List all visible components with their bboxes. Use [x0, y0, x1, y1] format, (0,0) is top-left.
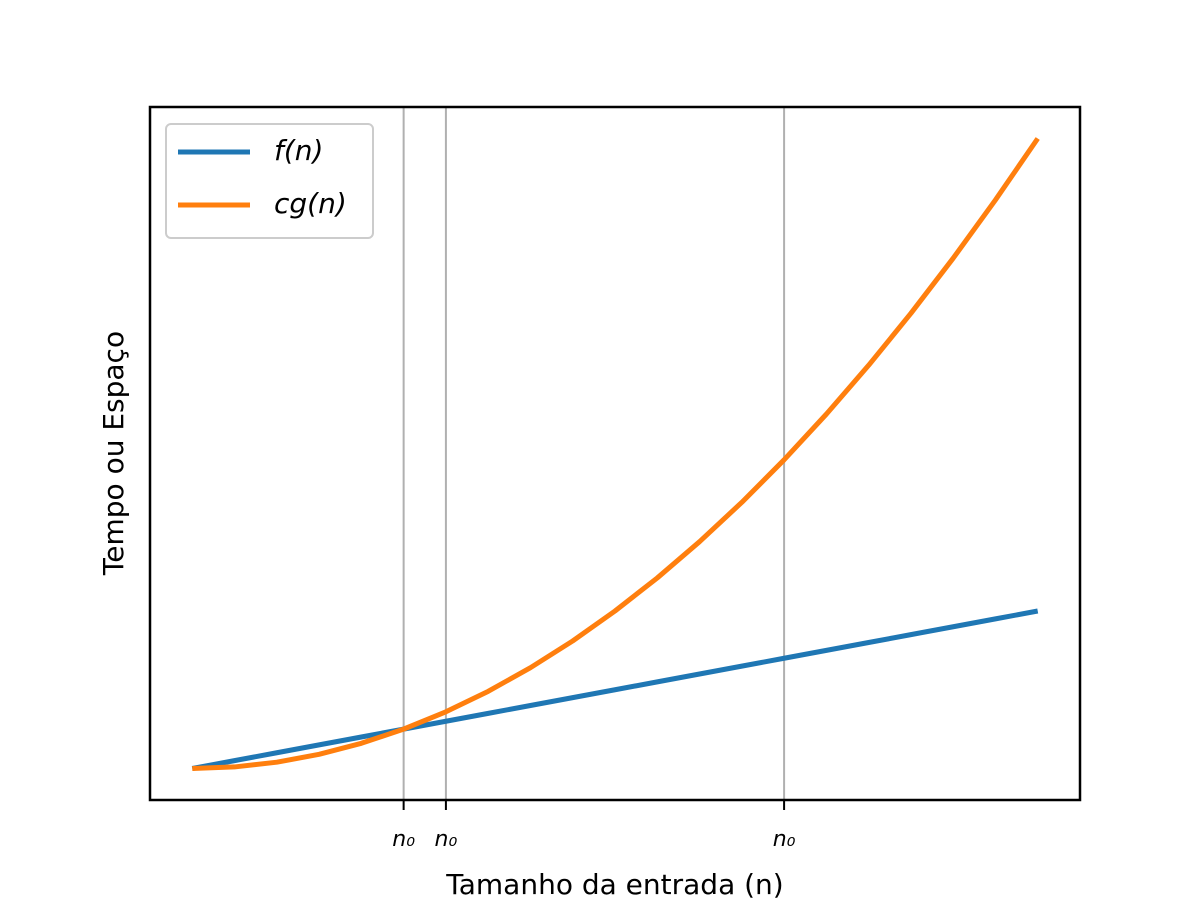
- legend-label: cg(n): [274, 187, 347, 220]
- plot-frame: [148, 105, 1082, 802]
- series-line: [191, 608, 1039, 771]
- x-axis-label: Tamanho da entrada (n): [445, 868, 783, 900]
- legend-label: f(n): [274, 134, 323, 167]
- x-tick-label: n₀: [773, 827, 796, 852]
- y-axis-label: Tempo ou Espaço: [97, 331, 130, 576]
- legend-box: [165, 123, 374, 239]
- legend: f(n) cg(n): [165, 123, 374, 239]
- series-line: [192, 137, 1040, 771]
- x-tick-label: n₀: [435, 827, 458, 852]
- x-tick-label: n₀: [392, 827, 415, 852]
